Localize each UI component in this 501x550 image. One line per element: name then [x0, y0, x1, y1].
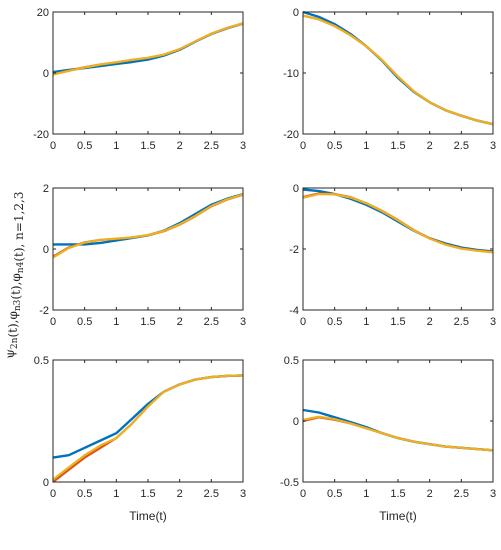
- x-tick-label: 2: [177, 140, 183, 152]
- x-tick-label: 1.5: [140, 316, 155, 328]
- x-tick-label: 0.5: [77, 488, 92, 500]
- series-line: [52, 22, 244, 76]
- series-line: [52, 374, 244, 481]
- x-tick-label: 0: [50, 140, 56, 152]
- x-axis-label: Time(t): [379, 509, 417, 523]
- x-tick-label: 3: [240, 488, 246, 500]
- series-line: [302, 14, 494, 126]
- series-line: [52, 374, 244, 483]
- y-tick-label: -20: [33, 129, 49, 141]
- x-tick-label: 1: [113, 316, 119, 328]
- series-line: [52, 22, 244, 76]
- axes-box: [52, 11, 244, 135]
- x-tick-label: 2: [427, 488, 433, 500]
- y-tick-label: 0: [293, 183, 299, 195]
- series-line: [302, 416, 494, 452]
- series-line: [52, 22, 244, 74]
- series-line: [302, 193, 494, 254]
- x-tick-label: 1: [363, 316, 369, 328]
- y-tick-label: 0: [293, 416, 299, 428]
- x-tick-label: 0.5: [77, 316, 92, 328]
- y-tick-label: 20: [37, 7, 49, 19]
- series-line: [52, 193, 244, 259]
- y-tick-label: -2: [289, 244, 299, 256]
- x-tick-label: 3: [240, 140, 246, 152]
- axes-box: [52, 359, 244, 483]
- panel-bottom-left: 0 0.5 1 1.5 2 2.5 3 0 0.5 Time(t): [34, 355, 246, 523]
- x-tick-label: 0: [300, 488, 306, 500]
- x-tick-label: 0: [50, 316, 56, 328]
- y-tick-label: 0.5: [284, 355, 299, 367]
- x-tick-label: 2.5: [454, 316, 469, 328]
- x-tick-label: 0.5: [327, 140, 342, 152]
- x-tick-label: 3: [240, 316, 246, 328]
- x-tick-label: 2.5: [454, 488, 469, 500]
- x-tick-label: 1.5: [140, 488, 155, 500]
- axes-box: [302, 359, 494, 483]
- x-tick-label: 0.5: [327, 316, 342, 328]
- x-tick-label: 2: [427, 140, 433, 152]
- x-tick-label: 0: [50, 488, 56, 500]
- series-line: [302, 14, 494, 126]
- x-tick-label: 0: [300, 316, 306, 328]
- panel-middle-left: 0 0.5 1 1.5 2 2.5 3-202: [39, 183, 246, 328]
- x-tick-label: 0: [300, 140, 306, 152]
- x-tick-label: 1: [363, 140, 369, 152]
- x-axis-label: Time(t): [129, 509, 167, 523]
- x-tick-label: 3: [490, 488, 496, 500]
- x-tick-label: 1.5: [390, 316, 405, 328]
- x-tick-label: 2: [427, 316, 433, 328]
- series-line: [52, 374, 244, 459]
- x-tick-label: 2.5: [204, 488, 219, 500]
- series-line: [53, 192, 244, 246]
- x-tick-label: 1.5: [390, 488, 405, 500]
- x-tick-label: 2.5: [454, 140, 469, 152]
- y-tick-label: -4: [289, 305, 299, 317]
- y-tick-label: 0.5: [34, 355, 49, 367]
- y-tick-label: -0.5: [280, 477, 299, 489]
- y-tick-label: 0: [293, 7, 299, 19]
- x-tick-label: 2: [177, 488, 183, 500]
- x-tick-label: 0.5: [77, 140, 92, 152]
- y-tick-label: -2: [39, 305, 49, 317]
- x-tick-label: 1.5: [390, 140, 405, 152]
- y-tick-label: 2: [43, 183, 49, 195]
- x-tick-label: 2.5: [204, 140, 219, 152]
- axes-box: [52, 187, 244, 311]
- x-tick-label: 3: [490, 140, 496, 152]
- y-tick-label: 0: [43, 477, 49, 489]
- x-tick-label: 2.5: [204, 316, 219, 328]
- x-tick-label: 3: [490, 316, 496, 328]
- y-tick-label: -10: [283, 68, 299, 80]
- x-tick-label: 1: [113, 488, 119, 500]
- x-tick-label: 0.5: [327, 488, 342, 500]
- series-line: [302, 415, 494, 452]
- y-tick-label: 0: [43, 68, 49, 80]
- x-tick-label: 2: [177, 316, 183, 328]
- panel-top-right: 0 0.5 1 1.5 2 2.5 3 -20 -10 0: [283, 7, 496, 152]
- y-tick-label: -20: [283, 129, 299, 141]
- series-line: [302, 10, 494, 126]
- y-tick-label: 0: [43, 244, 49, 256]
- x-tick-label: 1: [363, 488, 369, 500]
- series-line: [302, 408, 494, 452]
- panel-middle-right: 0 0.5 1 1.5 2 2.5 3 -4 -2 0: [289, 183, 496, 328]
- x-tick-label: 1.5: [140, 140, 155, 152]
- shared-y-axis-label: ψ2n(t),φn3(t),φn4(t), n=1,2,3: [3, 192, 26, 359]
- x-tick-label: 1: [113, 140, 119, 152]
